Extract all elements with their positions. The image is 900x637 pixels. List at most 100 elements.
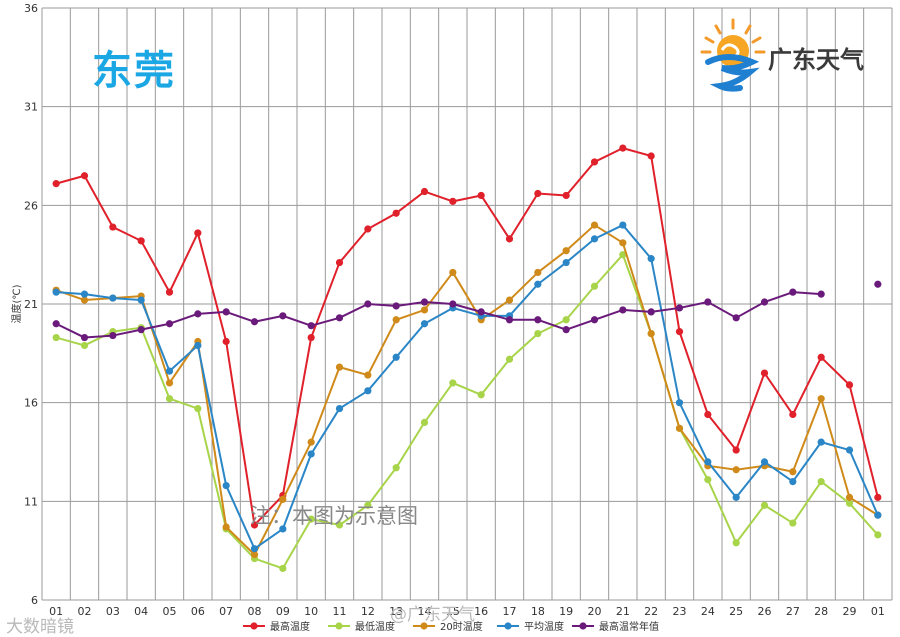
data-point — [80, 341, 89, 350]
legend-swatch-marker — [504, 622, 512, 630]
x-tick-label: 25 — [729, 605, 743, 618]
data-point — [619, 251, 627, 259]
data-point — [420, 320, 429, 328]
sun-wave-logo-icon — [700, 18, 766, 92]
data-point — [590, 221, 599, 229]
data-point — [505, 355, 514, 363]
x-tick-label: 12 — [361, 605, 375, 618]
data-point — [874, 511, 882, 519]
data-point — [194, 341, 202, 350]
x-tick-label: 19 — [559, 605, 573, 618]
x-tick-label: 21 — [616, 605, 630, 618]
data-point — [420, 418, 429, 426]
data-point — [534, 268, 542, 277]
data-point — [335, 521, 344, 529]
data-point — [449, 268, 457, 277]
data-point — [675, 424, 684, 432]
data-point — [789, 478, 797, 486]
data-point — [619, 221, 627, 229]
data-point — [194, 404, 202, 413]
y-tick-label: 26 — [24, 199, 38, 212]
data-point — [364, 371, 372, 379]
data-point — [845, 493, 854, 501]
x-tick-label: 11 — [333, 605, 347, 618]
data-point — [392, 316, 400, 324]
x-tick-label: 09 — [276, 605, 290, 618]
x-tick-label: 15 — [446, 605, 460, 618]
data-point — [137, 326, 145, 334]
data-point — [619, 239, 627, 247]
data-point — [165, 320, 174, 328]
data-point — [335, 404, 344, 413]
data-point — [250, 521, 259, 529]
data-point — [874, 280, 882, 288]
data-point — [80, 290, 89, 298]
x-tick-label: 04 — [134, 605, 148, 618]
data-point — [590, 282, 599, 290]
data-point — [704, 458, 712, 466]
data-point — [364, 225, 372, 233]
data-point — [222, 308, 230, 316]
data-point — [675, 304, 684, 312]
data-point — [789, 468, 797, 476]
data-point — [760, 458, 769, 466]
watermark-left: 大数暗镜 — [6, 617, 74, 637]
data-point — [760, 298, 769, 306]
data-point — [335, 314, 344, 322]
y-tick-label: 21 — [24, 298, 38, 311]
data-point — [760, 501, 769, 509]
data-point — [335, 258, 344, 267]
data-point — [704, 410, 712, 419]
x-tick-label: 27 — [786, 605, 800, 618]
data-point — [307, 438, 315, 446]
brand-logo: 广东天气 — [700, 18, 890, 98]
data-point — [562, 316, 570, 324]
series-line — [55, 291, 822, 339]
x-tick-label: 03 — [106, 605, 120, 618]
x-tick-label: 16 — [474, 605, 488, 618]
legend-label: 最高温度 — [270, 620, 310, 633]
data-point — [165, 379, 174, 387]
data-point — [619, 306, 627, 314]
x-tick-label: 02 — [78, 605, 92, 618]
data-point — [392, 353, 400, 361]
data-point — [52, 288, 60, 296]
y-tick-label: 36 — [24, 2, 38, 15]
x-tick-label: 07 — [219, 605, 233, 618]
data-point — [279, 495, 287, 503]
x-tick-label: 28 — [814, 605, 828, 618]
chart-legend: 最高温度 最低温度 20时温度 平均温度 最高温常年值 — [243, 620, 659, 633]
data-point — [109, 294, 117, 302]
chart-grid — [41, 7, 893, 601]
data-point — [80, 172, 89, 180]
data-point — [647, 330, 655, 338]
data-point — [52, 180, 60, 188]
series-line — [55, 147, 879, 527]
chart-axes: 6 11 16 21 26 31 36 01 02 03 04 05 06 07 08 09 10 11 12 13 1… — [10, 2, 885, 618]
data-point — [80, 333, 89, 342]
data-point — [562, 247, 570, 255]
data-point — [279, 312, 287, 320]
data-point — [534, 280, 542, 288]
data-point — [109, 331, 117, 340]
data-point — [250, 551, 259, 559]
data-point — [817, 478, 825, 486]
x-tick-label: 10 — [304, 605, 318, 618]
data-point — [165, 395, 174, 403]
legend-label: 20时温度 — [440, 620, 483, 633]
chart-note: 注：本图为示意图 — [250, 504, 418, 528]
data-point — [562, 191, 570, 200]
data-point — [420, 187, 429, 196]
data-point — [222, 481, 230, 490]
data-point — [137, 237, 145, 245]
legend-swatch-marker — [250, 622, 258, 630]
y-axis-label: 温度(℃) — [10, 284, 23, 323]
data-point — [307, 515, 315, 523]
data-point — [562, 258, 570, 267]
x-tick-label: 01 — [49, 605, 63, 618]
legend-label: 平均温度 — [524, 620, 564, 633]
data-point — [534, 330, 542, 338]
data-point — [307, 333, 315, 342]
data-point — [817, 290, 825, 298]
